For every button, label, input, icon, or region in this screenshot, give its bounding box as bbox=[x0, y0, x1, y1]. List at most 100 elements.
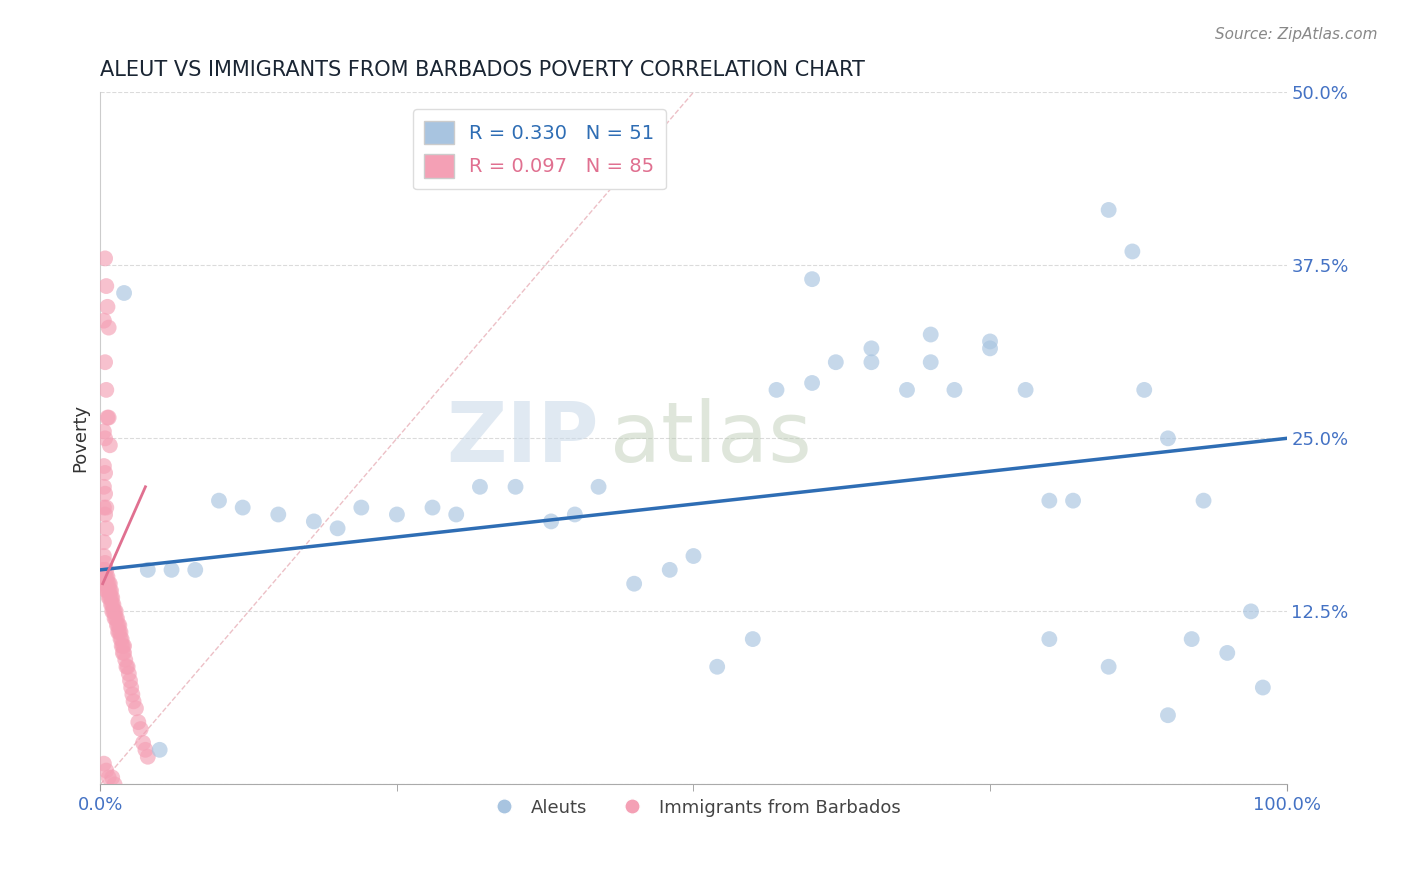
Point bbox=[97, 583, 120, 598]
Point bbox=[96, 279, 118, 293]
Point bbox=[108, 625, 131, 640]
Point bbox=[96, 576, 118, 591]
Point bbox=[136, 749, 159, 764]
Point bbox=[682, 549, 704, 563]
Point bbox=[208, 493, 231, 508]
Point bbox=[110, 632, 132, 646]
Point bbox=[350, 500, 373, 515]
Point bbox=[658, 563, 681, 577]
Point bbox=[103, 598, 125, 612]
Point bbox=[93, 500, 115, 515]
Point bbox=[896, 383, 918, 397]
Point bbox=[422, 500, 444, 515]
Point bbox=[112, 646, 135, 660]
Point bbox=[94, 576, 117, 591]
Point bbox=[112, 639, 135, 653]
Point bbox=[120, 681, 142, 695]
Point bbox=[98, 583, 121, 598]
Point bbox=[93, 314, 115, 328]
Point bbox=[1251, 681, 1274, 695]
Point bbox=[96, 583, 118, 598]
Point bbox=[93, 535, 115, 549]
Point bbox=[104, 604, 127, 618]
Point bbox=[1121, 244, 1143, 259]
Point bbox=[129, 722, 152, 736]
Point bbox=[101, 771, 124, 785]
Point bbox=[1038, 493, 1060, 508]
Point bbox=[302, 515, 325, 529]
Point bbox=[1098, 659, 1121, 673]
Point bbox=[105, 611, 128, 625]
Point bbox=[98, 591, 121, 605]
Point bbox=[93, 458, 115, 473]
Point bbox=[125, 701, 148, 715]
Point bbox=[1133, 383, 1156, 397]
Point bbox=[111, 639, 134, 653]
Point bbox=[108, 618, 131, 632]
Point bbox=[132, 736, 155, 750]
Point bbox=[505, 480, 527, 494]
Point bbox=[103, 777, 125, 791]
Point bbox=[93, 425, 115, 439]
Point bbox=[540, 515, 562, 529]
Point bbox=[326, 521, 349, 535]
Point bbox=[96, 576, 118, 591]
Point bbox=[1062, 493, 1084, 508]
Point bbox=[101, 598, 124, 612]
Point bbox=[94, 431, 117, 445]
Point bbox=[105, 618, 128, 632]
Point bbox=[1157, 431, 1180, 445]
Point bbox=[93, 756, 115, 771]
Point bbox=[943, 383, 966, 397]
Point bbox=[96, 570, 118, 584]
Point bbox=[94, 252, 117, 266]
Point bbox=[1038, 632, 1060, 646]
Point bbox=[96, 563, 118, 577]
Point bbox=[96, 383, 118, 397]
Point bbox=[741, 632, 763, 646]
Point bbox=[97, 771, 120, 785]
Point bbox=[111, 639, 134, 653]
Point bbox=[96, 583, 118, 598]
Point bbox=[103, 604, 125, 618]
Point bbox=[96, 300, 118, 314]
Point bbox=[91, 563, 114, 577]
Point bbox=[100, 591, 122, 605]
Point bbox=[588, 480, 610, 494]
Point bbox=[860, 355, 883, 369]
Point bbox=[979, 342, 1001, 356]
Point bbox=[98, 576, 121, 591]
Point bbox=[101, 591, 124, 605]
Point bbox=[1181, 632, 1204, 646]
Point bbox=[94, 486, 117, 500]
Point bbox=[111, 646, 134, 660]
Point bbox=[96, 521, 118, 535]
Point bbox=[97, 320, 120, 334]
Point bbox=[94, 508, 117, 522]
Point bbox=[824, 355, 846, 369]
Point bbox=[444, 508, 467, 522]
Point bbox=[103, 611, 125, 625]
Point bbox=[623, 576, 645, 591]
Point bbox=[1014, 383, 1036, 397]
Point bbox=[267, 508, 290, 522]
Point bbox=[94, 466, 117, 480]
Point bbox=[127, 715, 149, 730]
Point bbox=[860, 342, 883, 356]
Point bbox=[801, 272, 824, 286]
Point bbox=[115, 659, 138, 673]
Point bbox=[564, 508, 586, 522]
Point bbox=[232, 500, 254, 515]
Point bbox=[96, 570, 118, 584]
Point bbox=[98, 438, 121, 452]
Point bbox=[111, 632, 134, 646]
Point bbox=[184, 563, 207, 577]
Point bbox=[96, 500, 118, 515]
Text: ALEUT VS IMMIGRANTS FROM BARBADOS POVERTY CORRELATION CHART: ALEUT VS IMMIGRANTS FROM BARBADOS POVERT… bbox=[100, 60, 865, 79]
Point bbox=[121, 688, 143, 702]
Point bbox=[94, 556, 117, 570]
Point bbox=[160, 563, 183, 577]
Point bbox=[97, 576, 120, 591]
Point bbox=[134, 743, 156, 757]
Point bbox=[801, 376, 824, 390]
